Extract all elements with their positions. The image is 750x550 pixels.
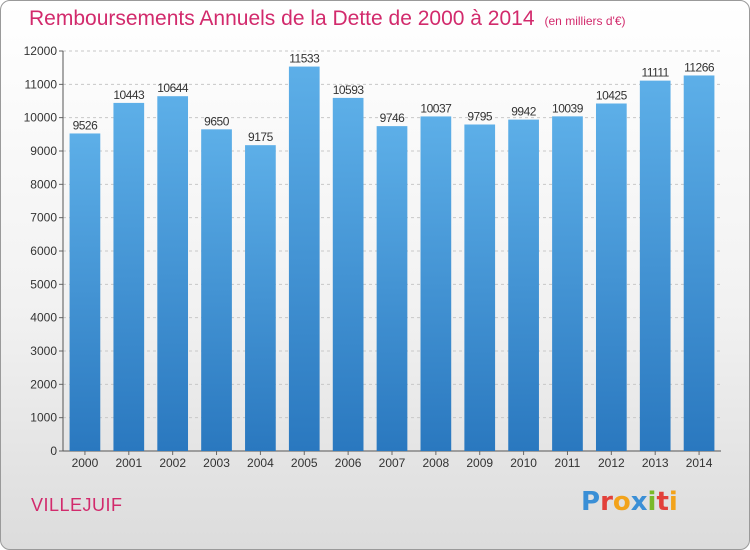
proxiti-logo[interactable]: Proxiti <box>581 487 678 517</box>
bar-value-label: 9650 <box>204 114 230 128</box>
x-tick-label: 2006 <box>335 456 362 470</box>
bar-2010 <box>508 119 539 451</box>
bar-2001 <box>113 102 145 452</box>
y-tick-label: 8000 <box>30 177 57 191</box>
logo-letter: P <box>581 487 601 517</box>
x-tick-label: 2012 <box>598 456 625 470</box>
y-tick-label: 5000 <box>30 277 57 291</box>
x-tick-label: 2009 <box>466 456 493 470</box>
x-tick-label: 2011 <box>555 456 581 470</box>
y-tick-label: 12000 <box>24 44 58 58</box>
bar-2002 <box>157 96 189 451</box>
x-tick-label: 2003 <box>203 456 230 470</box>
logo-letter: i <box>668 487 678 517</box>
x-tick-label: 2004 <box>247 456 274 470</box>
x-tick-label: 2014 <box>686 456 713 470</box>
bar-value-label: 11266 <box>684 60 715 74</box>
logo-letter: x <box>630 487 648 517</box>
y-tick-label: 10000 <box>24 111 58 125</box>
bar-value-label: 10443 <box>113 88 145 102</box>
y-tick-label: 2000 <box>30 377 57 391</box>
logo-letter: t <box>656 487 669 517</box>
y-tick-label: 11000 <box>25 77 58 91</box>
bar-value-label: 10037 <box>420 101 452 115</box>
chart-title: Remboursements Annuels de la Dette de 20… <box>29 7 626 31</box>
x-tick-label: 2005 <box>291 456 318 470</box>
chart-title-text: Remboursements Annuels de la Dette de 20… <box>29 7 535 30</box>
x-tick-label: 2008 <box>423 456 450 470</box>
bar-2009 <box>464 124 496 451</box>
x-tick-label: 2013 <box>642 456 669 470</box>
bars <box>69 66 715 452</box>
bar-2006 <box>332 97 364 452</box>
bar-value-label: 10593 <box>333 83 365 97</box>
y-tick-label: 3000 <box>30 344 57 358</box>
bar-value-label: 10039 <box>552 101 584 115</box>
bar-value-label: 11111 <box>642 66 670 80</box>
y-tick-label: 6000 <box>30 244 57 258</box>
bar-2003 <box>201 129 232 452</box>
bar-2004 <box>245 145 276 451</box>
city-name: VILLEJUIF <box>31 495 123 515</box>
bar-2011 <box>552 116 583 451</box>
logo-letter: o <box>612 487 631 517</box>
x-tick-label: 2000 <box>72 456 99 470</box>
y-tick-label: 1000 <box>30 411 57 425</box>
x-tick-label: 2010 <box>510 456 537 470</box>
labels: 0 1000 2000 3000 4000 5000 6000 7000 8000 9000 100… <box>24 44 716 470</box>
bar-2008 <box>420 116 452 451</box>
logo-letter: r <box>600 487 613 517</box>
bar-value-label: 9526 <box>73 118 99 132</box>
y-tick-label: 9000 <box>30 144 57 158</box>
bar-value-label: 9746 <box>380 111 406 125</box>
bar-value-label: 9795 <box>467 110 493 124</box>
bar-value-label: 11533 <box>289 52 320 66</box>
y-tick-label: 4000 <box>30 311 57 325</box>
bar-value-label: 9942 <box>511 105 537 119</box>
bar-2012 <box>595 103 627 451</box>
y-tick-label: 0 <box>50 444 57 458</box>
bar-2005 <box>288 66 320 452</box>
x-tick-label: 2007 <box>379 456 406 470</box>
bar-value-label: 9175 <box>248 130 274 144</box>
y-tick-label: 7000 <box>30 211 57 225</box>
bar-value-label: 10644 <box>157 81 189 95</box>
x-tick-label: 2002 <box>159 456 186 470</box>
bar-2014 <box>683 75 715 451</box>
bar-2007 <box>376 126 408 451</box>
logo-letter: i <box>647 487 657 517</box>
bar-2000 <box>69 133 101 451</box>
x-tick-label: 2001 <box>115 456 142 470</box>
chart-subtitle: (en milliers d'€) <box>544 14 626 28</box>
bar-2013 <box>639 80 671 451</box>
bar-value-label: 10425 <box>596 89 628 103</box>
